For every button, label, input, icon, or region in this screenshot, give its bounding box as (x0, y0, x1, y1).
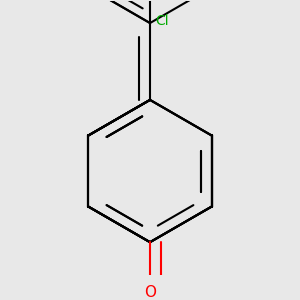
Text: Cl: Cl (155, 14, 169, 28)
Text: O: O (144, 285, 156, 300)
